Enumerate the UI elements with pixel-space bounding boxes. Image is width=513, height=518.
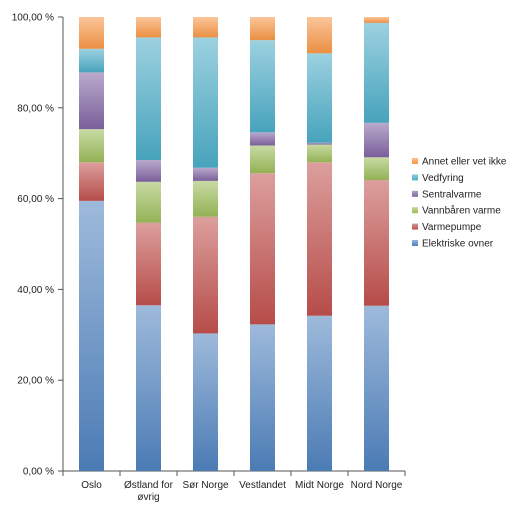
bar-segment-sentralvarme <box>307 142 332 145</box>
bar-segment-vannb-ren-varme <box>250 145 275 174</box>
tick-labels: 0,00 % 20,00 % 40,00 % 60,00 % 80,00 % 100,00… <box>12 13 403 504</box>
legend-label: Annet eller vet ikke <box>422 157 507 168</box>
bars <box>79 17 389 471</box>
bar-segment-vedfyring <box>250 40 275 133</box>
bar-segment-vannb-ren-varme <box>193 180 218 217</box>
legend-label: Elektriske ovner <box>422 239 494 250</box>
legend-label: Sentralvarme <box>422 189 482 200</box>
bar-segment-vedfyring <box>193 37 218 168</box>
bar-segment-vannb-ren-varme <box>364 157 389 180</box>
axes <box>58 16 406 476</box>
bar-segment-varmepumpe <box>364 179 389 306</box>
bar-segment-elektriske-ovner <box>79 200 104 471</box>
bar-segment-elektriske-ovner <box>364 305 389 471</box>
x-tick-label: Nord Norge <box>351 480 403 491</box>
bar-segment-vedfyring <box>136 37 161 161</box>
bar-segment-annet-eller-vet-ikke <box>307 17 332 54</box>
bar-segment-sentralvarme <box>193 167 218 181</box>
bar-segment-annet-eller-vet-ikke <box>193 17 218 38</box>
legend-label: Varmepumpe <box>422 222 482 233</box>
bar-segment-vannb-ren-varme <box>307 144 332 163</box>
legend-label: Vannbåren varme <box>422 205 501 217</box>
bar-segment-vedfyring <box>364 22 389 123</box>
legend-swatch-varmepumpe <box>412 223 418 230</box>
y-tick-label: 40,00 % <box>17 285 54 296</box>
x-tick-label: Oslo <box>81 480 102 491</box>
bar-segment-elektriske-ovner <box>250 324 275 471</box>
x-tick-label: Østland for øvrig <box>124 480 174 503</box>
x-tick-label: Sør Norge <box>182 480 229 491</box>
x-tick-label: Vestlandet <box>239 480 286 491</box>
legend-swatch-vannb-ren-varme <box>412 207 418 214</box>
y-tick-label: 60,00 % <box>17 194 54 205</box>
legend-swatch-sentralvarme <box>412 190 418 197</box>
bar-segment-sentralvarme <box>250 132 275 146</box>
bar-segment-vannb-ren-varme <box>79 129 104 163</box>
bar-segment-vedfyring <box>79 48 104 73</box>
bar-segment-sentralvarme <box>364 122 389 158</box>
bar-segment-sentralvarme <box>136 160 161 182</box>
bar-segment-vedfyring <box>307 53 332 143</box>
bar-segment-varmepumpe <box>136 222 161 306</box>
legend-swatch-vedfyring <box>412 174 418 181</box>
legend-swatch-elektriske-ovner <box>412 240 418 246</box>
bar-segment-sentralvarme <box>79 72 104 130</box>
bar-segment-elektriske-ovner <box>307 315 332 471</box>
legend-label: Vedfyring <box>422 173 464 184</box>
y-tick-label: 80,00 % <box>17 103 54 114</box>
y-tick-label: 20,00 % <box>17 376 54 387</box>
bar-segment-annet-eller-vet-ikke <box>136 17 161 38</box>
bar-segment-elektriske-ovner <box>136 305 161 471</box>
legend: Annet eller vet ikke Vedfyring Sentralvarm… <box>412 157 507 250</box>
legend-swatch-annet-eller-vet-ikke <box>412 158 418 164</box>
bar-segment-annet-eller-vet-ikke <box>79 17 104 49</box>
bar-segment-varmepumpe <box>79 162 104 201</box>
bar-segment-vannb-ren-varme <box>136 181 161 223</box>
bar-segment-varmepumpe <box>250 173 275 325</box>
bar-segment-elektriske-ovner <box>193 333 218 471</box>
y-tick-label: 0,00 % <box>23 467 54 478</box>
x-tick-label: Midt Norge <box>295 480 344 491</box>
bar-segment-varmepumpe <box>193 216 218 334</box>
bar-segment-varmepumpe <box>307 162 332 316</box>
bar-segment-annet-eller-vet-ikke <box>364 17 389 23</box>
bar-segment-annet-eller-vet-ikke <box>250 17 275 41</box>
y-tick-label: 100,00 % <box>12 13 54 24</box>
